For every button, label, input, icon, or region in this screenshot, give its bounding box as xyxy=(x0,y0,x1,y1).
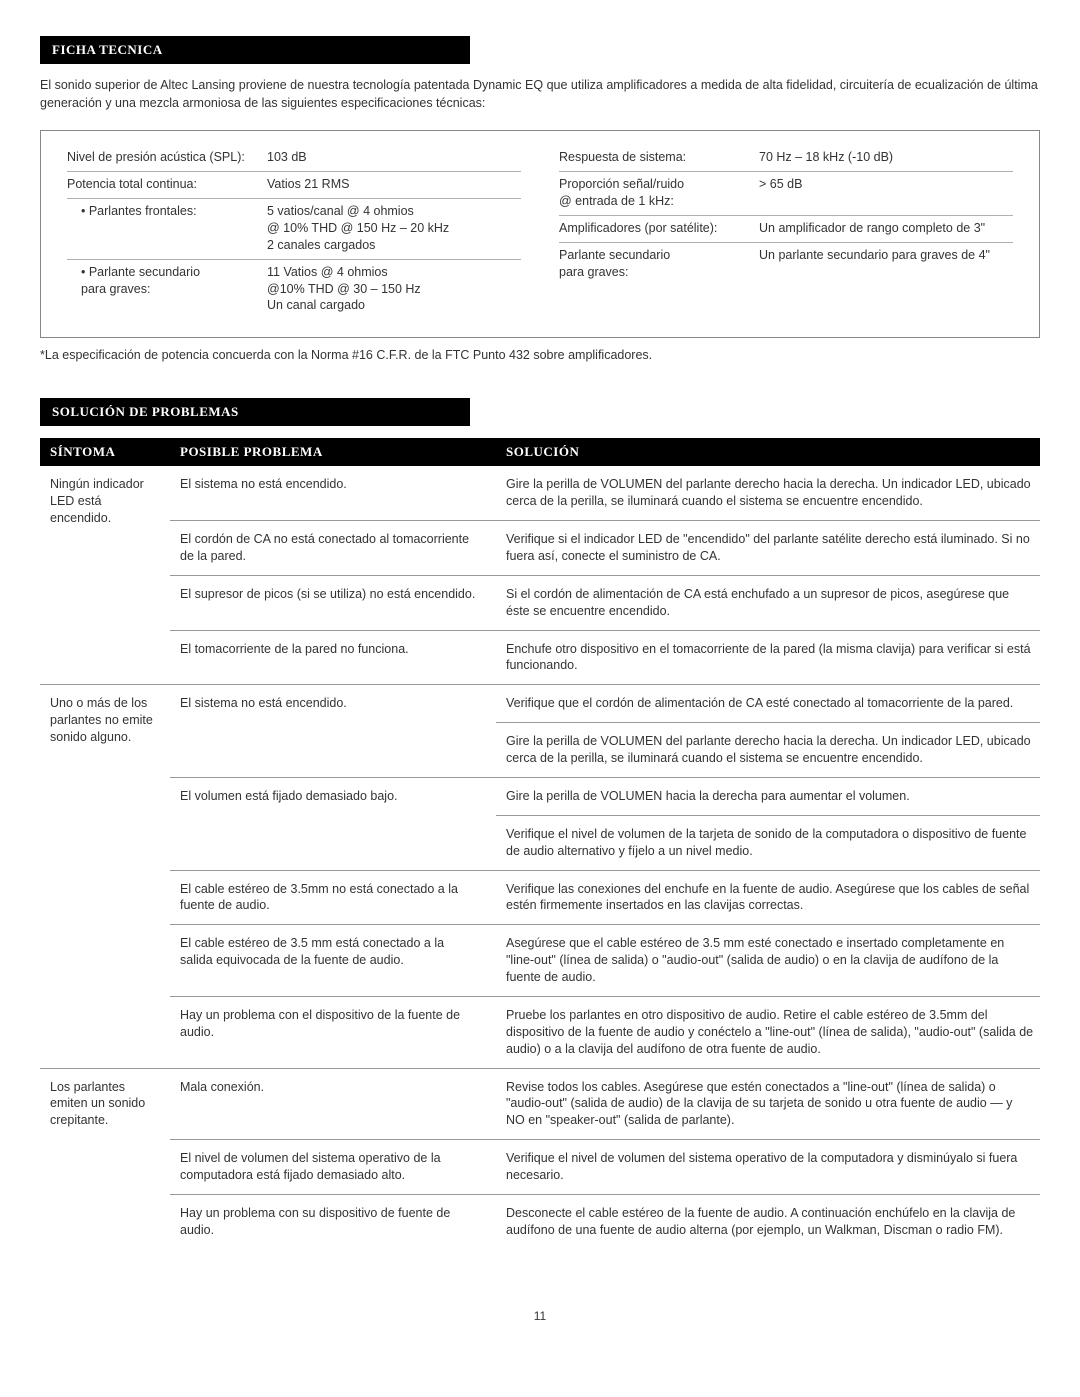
ts-body: Ningún indicador LED está encendido.El s… xyxy=(40,466,1040,1248)
ts-problem: El sistema no está encendido. xyxy=(170,466,496,520)
ts-solutions: Desconecte el cable estéreo de la fuente… xyxy=(496,1195,1040,1249)
ts-group: Uno o más de los parlantes no emite soni… xyxy=(40,685,1040,1068)
ts-pair: El nivel de volumen del sistema operativ… xyxy=(170,1140,1040,1195)
ts-solution: Verifique si el indicador LED de "encend… xyxy=(496,521,1040,575)
spec-value: Un amplificador de rango completo de 3" xyxy=(759,220,1013,237)
ts-problem: Hay un problema con el dispositivo de la… xyxy=(170,997,496,1068)
ts-pair: El supresor de picos (si se utiliza) no … xyxy=(170,576,1040,631)
spec-label: Potencia total continua: xyxy=(67,176,267,193)
ts-solution: Gire la perilla de VOLUMEN del parlante … xyxy=(496,466,1040,520)
ts-symptom: Ningún indicador LED está encendido. xyxy=(40,466,170,684)
spec-row: Parlante secundariopara graves:Un parlan… xyxy=(559,243,1013,286)
ts-symptom: Los parlantes emiten un sonido crepitant… xyxy=(40,1069,170,1249)
ts-pair: El cable estéreo de 3.5mm no está conect… xyxy=(170,871,1040,926)
spec-label: Amplificadores (por satélite): xyxy=(559,220,759,237)
ts-solution: Desconecte el cable estéreo de la fuente… xyxy=(496,1195,1040,1249)
ts-solution: Asegúrese que el cable estéreo de 3.5 mm… xyxy=(496,925,1040,996)
ts-solutions: Verifique si el indicador LED de "encend… xyxy=(496,521,1040,575)
ts-solution: Si el cordón de alimentación de CA está … xyxy=(496,576,1040,630)
spec-row: Respuesta de sistema:70 Hz – 18 kHz (-10… xyxy=(559,145,1013,172)
spec-value: 70 Hz – 18 kHz (-10 dB) xyxy=(759,149,1013,166)
ts-solutions: Si el cordón de alimentación de CA está … xyxy=(496,576,1040,630)
page-number: 11 xyxy=(40,1309,1040,1323)
spec-label: Proporción señal/ruido@ entrada de 1 kHz… xyxy=(559,176,759,210)
ts-group: Ningún indicador LED está encendido.El s… xyxy=(40,466,1040,685)
ts-pair: El tomacorriente de la pared no funciona… xyxy=(170,631,1040,685)
spec-label: • Parlantes frontales: xyxy=(67,203,267,220)
ts-solutions: Gire la perilla de VOLUMEN hacia la dere… xyxy=(496,778,1040,870)
ts-solution: Verifique que el cordón de alimentación … xyxy=(496,685,1040,723)
ts-pair: Hay un problema con el dispositivo de la… xyxy=(170,997,1040,1068)
ts-pair: El volumen está fijado demasiado bajo.Gi… xyxy=(170,778,1040,871)
tech-footnote: *La especificación de potencia concuerda… xyxy=(40,348,1040,362)
spec-value: Un parlante secundario para graves de 4" xyxy=(759,247,1013,264)
ts-problem: El tomacorriente de la pared no funciona… xyxy=(170,631,496,685)
ts-col-solution: SOLUCIÓN xyxy=(496,438,1040,466)
ts-problem: El cordón de CA no está conectado al tom… xyxy=(170,521,496,575)
ts-solutions: Verifique el nivel de volumen del sistem… xyxy=(496,1140,1040,1194)
ts-problem: El cable estéreo de 3.5 mm está conectad… xyxy=(170,925,496,996)
ts-group: Los parlantes emiten un sonido crepitant… xyxy=(40,1069,1040,1249)
ts-col-problem: POSIBLE PROBLEMA xyxy=(170,438,496,466)
spec-label: • Parlante secundariopara graves: xyxy=(67,264,267,298)
ts-problem: El cable estéreo de 3.5mm no está conect… xyxy=(170,871,496,925)
spec-col-left: Nivel de presión acústica (SPL):103 dBPo… xyxy=(67,145,521,319)
ts-pair: Hay un problema con su dispositivo de fu… xyxy=(170,1195,1040,1249)
ts-pairs: El sistema no está encendido.Gire la per… xyxy=(170,466,1040,684)
ts-pair: El sistema no está encendido.Gire la per… xyxy=(170,466,1040,521)
ts-solutions: Revise todos los cables. Asegúrese que e… xyxy=(496,1069,1040,1140)
spec-row: Nivel de presión acústica (SPL):103 dB xyxy=(67,145,521,172)
spec-value: 5 vatios/canal @ 4 ohmios@ 10% THD @ 150… xyxy=(267,203,521,254)
ts-solution: Revise todos los cables. Asegúrese que e… xyxy=(496,1069,1040,1140)
spec-label: Respuesta de sistema: xyxy=(559,149,759,166)
ts-col-symptom: SÍNTOMA xyxy=(40,438,170,466)
spec-value: 11 Vatios @ 4 ohmios@10% THD @ 30 – 150 … xyxy=(267,264,521,315)
ts-pairs: Mala conexión.Revise todos los cables. A… xyxy=(170,1069,1040,1249)
ts-problem: El volumen está fijado demasiado bajo. xyxy=(170,778,496,870)
ts-solution: Gire la perilla de VOLUMEN hacia la dere… xyxy=(496,778,1040,816)
ts-solutions: Pruebe los parlantes en otro dispositivo… xyxy=(496,997,1040,1068)
ts-solution: Verifique el nivel de volumen de la tarj… xyxy=(496,816,1040,870)
ts-pair: El cordón de CA no está conectado al tom… xyxy=(170,521,1040,576)
spec-row: Potencia total continua:Vatios 21 RMS xyxy=(67,172,521,199)
spec-value: > 65 dB xyxy=(759,176,1013,193)
ts-solutions: Asegúrese que el cable estéreo de 3.5 mm… xyxy=(496,925,1040,996)
ts-pairs: El sistema no está encendido.Verifique q… xyxy=(170,685,1040,1067)
spec-box: Nivel de presión acústica (SPL):103 dBPo… xyxy=(40,130,1040,338)
ts-pair: Mala conexión.Revise todos los cables. A… xyxy=(170,1069,1040,1141)
tech-intro: El sonido superior de Altec Lansing prov… xyxy=(40,76,1040,112)
spec-label: Parlante secundariopara graves: xyxy=(559,247,759,281)
ts-solution: Pruebe los parlantes en otro dispositivo… xyxy=(496,997,1040,1068)
ts-solutions: Gire la perilla de VOLUMEN del parlante … xyxy=(496,466,1040,520)
ts-heading: SOLUCIÓN DE PROBLEMAS xyxy=(40,398,470,426)
ts-header-row: SÍNTOMA POSIBLE PROBLEMA SOLUCIÓN xyxy=(40,438,1040,466)
spec-value: 103 dB xyxy=(267,149,521,166)
ts-problem: Mala conexión. xyxy=(170,1069,496,1140)
ts-solutions: Verifique las conexiones del enchufe en … xyxy=(496,871,1040,925)
spec-label: Nivel de presión acústica (SPL): xyxy=(67,149,267,166)
ts-problem: El sistema no está encendido. xyxy=(170,685,496,777)
ts-solution: Gire la perilla de VOLUMEN del parlante … xyxy=(496,723,1040,777)
spec-row: Proporción señal/ruido@ entrada de 1 kHz… xyxy=(559,172,1013,216)
ts-symptom: Uno o más de los parlantes no emite soni… xyxy=(40,685,170,1067)
spec-col-right: Respuesta de sistema:70 Hz – 18 kHz (-10… xyxy=(559,145,1013,319)
ts-solution: Enchufe otro dispositivo en el tomacorri… xyxy=(496,631,1040,685)
spec-row: Amplificadores (por satélite):Un amplifi… xyxy=(559,216,1013,243)
ts-pair: El sistema no está encendido.Verifique q… xyxy=(170,685,1040,778)
spec-row: • Parlante secundariopara graves:11 Vati… xyxy=(67,260,521,320)
ts-solution: Verifique las conexiones del enchufe en … xyxy=(496,871,1040,925)
ts-problem: El supresor de picos (si se utiliza) no … xyxy=(170,576,496,630)
ts-problem: Hay un problema con su dispositivo de fu… xyxy=(170,1195,496,1249)
ts-problem: El nivel de volumen del sistema operativ… xyxy=(170,1140,496,1194)
ts-solutions: Verifique que el cordón de alimentación … xyxy=(496,685,1040,777)
spec-value: Vatios 21 RMS xyxy=(267,176,521,193)
ts-solutions: Enchufe otro dispositivo en el tomacorri… xyxy=(496,631,1040,685)
ts-solution: Verifique el nivel de volumen del sistem… xyxy=(496,1140,1040,1194)
ts-pair: El cable estéreo de 3.5 mm está conectad… xyxy=(170,925,1040,997)
tech-heading: FICHA TECNICA xyxy=(40,36,470,64)
spec-row: • Parlantes frontales:5 vatios/canal @ 4… xyxy=(67,199,521,260)
